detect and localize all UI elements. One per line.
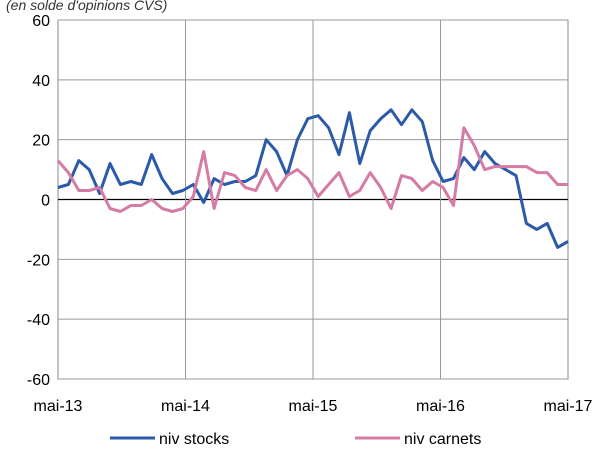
x-tick-label: mai-14 [161,398,210,415]
y-tick-label: -40 [27,312,50,329]
series-line-carnets [56,126,568,213]
x-tick-label: mai-17 [544,398,593,415]
grid [57,19,569,380]
y-tick-label: 20 [32,133,50,150]
x-axis-ticks: mai-13 mai-14 mai-15 mai-16 mai-17 [34,398,593,415]
series-lines [56,108,569,249]
y-tick-label: 60 [32,13,50,30]
legend-label: niv carnets [404,431,481,448]
series-line-stocks [57,108,569,249]
chart-title: (en solde d'opinions CVS) [6,0,167,13]
x-tick-label: mai-16 [416,398,465,415]
y-tick-label: -60 [27,372,50,389]
legend: niv stocks niv carnets [110,431,481,448]
y-tick-label: -20 [27,252,50,269]
legend-label: niv stocks [159,431,229,448]
x-tick-label: mai-13 [34,398,83,415]
y-tick-label: 0 [41,193,50,210]
y-axis-ticks: 60 40 20 0 -20 -40 -60 [27,13,50,389]
y-tick-label: 40 [32,73,50,90]
x-tick-label: mai-15 [289,398,338,415]
